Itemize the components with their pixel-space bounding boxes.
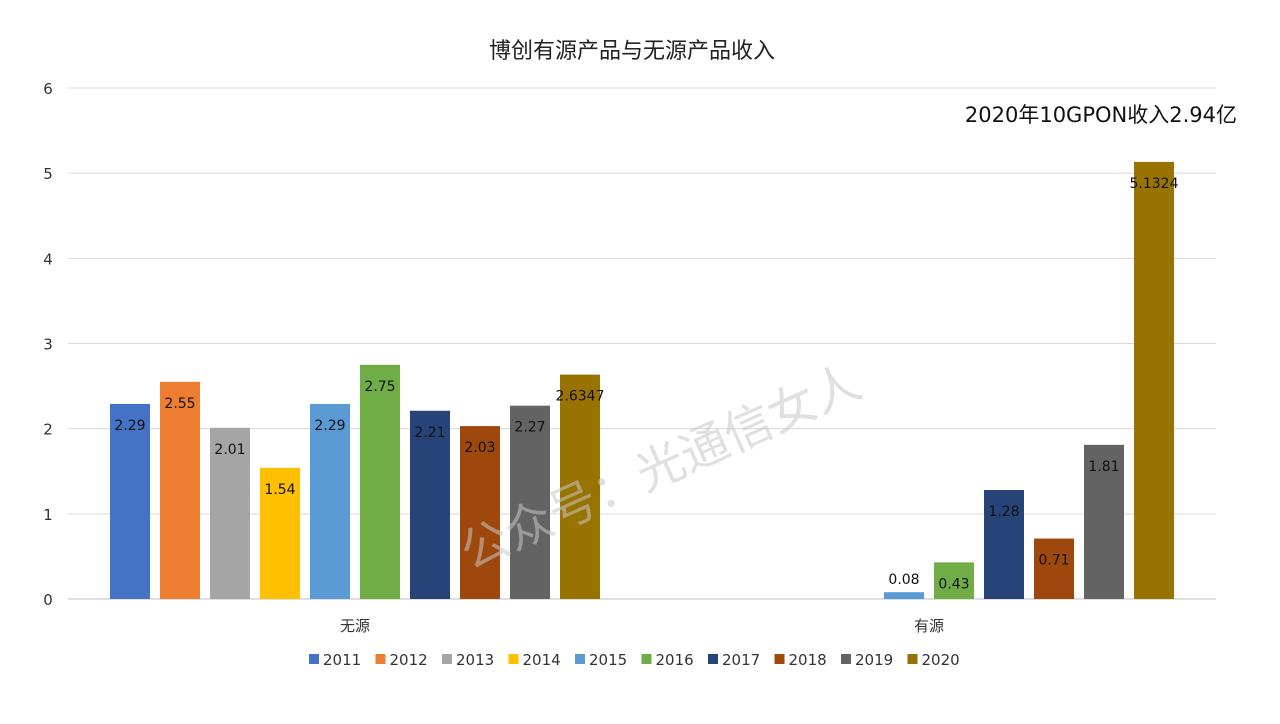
data-label: 2.6347 <box>556 389 605 405</box>
data-label: 2.75 <box>364 379 395 395</box>
legend-label: 2012 <box>390 651 428 669</box>
y-tick-label: 1 <box>43 506 53 524</box>
data-label: 0.08 <box>888 572 919 588</box>
legend-swatch-2019 <box>841 654 851 664</box>
legend-swatch-2018 <box>774 654 785 664</box>
legend-label: 2011 <box>323 651 361 669</box>
legend-label: 2014 <box>523 651 561 669</box>
data-label: 2.29 <box>114 418 145 434</box>
bar-2013-无源 <box>210 427 250 599</box>
y-tick-label: 0 <box>43 591 53 609</box>
legend-label: 2016 <box>656 651 694 669</box>
y-tick-label: 2 <box>43 421 53 439</box>
y-tick-label: 4 <box>43 250 53 268</box>
bar-2020-有源 <box>1134 161 1174 599</box>
legend-swatch-2012 <box>375 654 386 664</box>
bar-2015-无源 <box>310 403 350 599</box>
bar-2019-有源 <box>1084 444 1124 599</box>
legend-swatch-2011 <box>309 654 319 664</box>
bar-2014-无源 <box>260 467 300 599</box>
chart-title: 博创有源产品与无源产品收入 <box>489 39 775 64</box>
data-label: 5.1324 <box>1130 176 1179 192</box>
bar-2017-有源 <box>984 489 1024 599</box>
legend-swatch-2017 <box>708 654 718 664</box>
data-label: 2.27 <box>514 420 545 436</box>
legend-label: 2019 <box>855 651 893 669</box>
data-label: 2.03 <box>464 440 495 456</box>
bar-2012-无源 <box>160 381 200 599</box>
y-tick-label: 5 <box>43 165 53 183</box>
data-label: 2.55 <box>164 396 195 412</box>
data-label: 2.01 <box>214 442 245 458</box>
data-label: 1.81 <box>1088 459 1119 475</box>
data-label: 0.43 <box>938 576 969 592</box>
legend-swatch-2020 <box>907 654 918 664</box>
data-label: 1.28 <box>988 504 1019 520</box>
x-category-label: 无源 <box>340 617 370 635</box>
bar-2011-无源 <box>110 403 150 599</box>
bar-2020-无源 <box>560 374 600 599</box>
bar-2015-有源 <box>884 592 924 599</box>
bar-2017-无源 <box>410 410 450 599</box>
bar-2016-有源 <box>934 562 974 599</box>
data-label: 2.21 <box>414 425 445 441</box>
bar-2018-无源 <box>460 426 500 599</box>
legend-swatch-2015 <box>575 654 585 664</box>
bar-2018-有源 <box>1034 538 1074 599</box>
legend-label: 2017 <box>722 651 760 669</box>
data-label: 2.29 <box>314 418 345 434</box>
legend-label: 2015 <box>589 651 627 669</box>
data-label: 0.71 <box>1038 553 1069 569</box>
x-category-label: 有源 <box>914 617 944 635</box>
legend-label: 2018 <box>789 651 827 669</box>
bar-2019-无源 <box>510 405 550 599</box>
legend-label: 2020 <box>922 651 960 669</box>
bar-2016-无源 <box>360 364 400 599</box>
annotation: 2020年10GPON收入2.94亿 <box>965 103 1237 127</box>
legend-label: 2013 <box>456 651 494 669</box>
legend-swatch-2013 <box>442 654 452 664</box>
legend-swatch-2014 <box>508 654 519 664</box>
legend-swatch-2016 <box>641 654 652 664</box>
data-label: 1.54 <box>264 482 295 498</box>
y-tick-label: 3 <box>43 336 53 354</box>
y-tick-label: 6 <box>43 80 53 98</box>
